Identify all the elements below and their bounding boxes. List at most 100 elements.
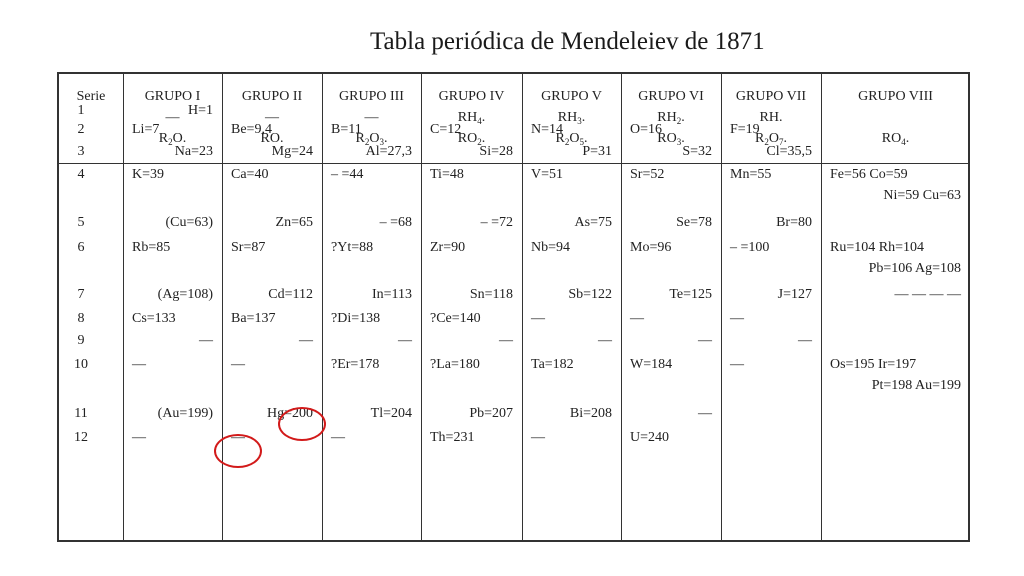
header-grupo-ii-line2: —	[265, 110, 279, 125]
element-cell: Ta=182	[531, 357, 574, 372]
element-cell: Sn=118	[469, 287, 513, 302]
serie-number: 6	[77, 240, 85, 255]
element-cell: (Ag=108)	[157, 287, 213, 302]
element-cell: —	[730, 311, 744, 326]
element-cell: Se=78	[676, 215, 712, 230]
element-cell: —	[331, 430, 345, 445]
header-grupo-iii-line3: R2O3.	[355, 131, 388, 147]
element-cell: —	[299, 333, 313, 348]
annotation-circle	[214, 434, 262, 468]
element-cell: —	[531, 311, 545, 326]
header-grupo-i-line1: GRUPO I	[144, 89, 201, 104]
element-cell: Sr=52	[630, 167, 665, 182]
element-cell: —	[132, 430, 146, 445]
element-cell: (Cu=63)	[165, 215, 213, 230]
header-grupo-ii: GRUPO II — RO.	[222, 74, 322, 163]
element-cell: Os=195 Ir=197	[830, 357, 917, 372]
element-cell: —	[598, 333, 612, 348]
element-cell: —	[698, 333, 712, 348]
element-cell: Fe=56 Co=59	[830, 167, 908, 182]
header-grupo-v-line2: RH3.	[557, 110, 586, 126]
element-cell: —	[531, 430, 545, 445]
column-divider	[621, 74, 622, 540]
element-cell: Mg=24	[271, 144, 313, 159]
serie-number: 10	[74, 357, 88, 372]
element-cell: P=31	[582, 144, 612, 159]
header-grupo-v-line3: R2O5.	[555, 131, 588, 147]
header-grupo-i-line3: R2O.	[158, 131, 187, 147]
header-grupo-ii-line3: RO.	[260, 131, 284, 146]
header-grupo-vi-line1: GRUPO VI	[638, 89, 704, 104]
element-cell: F=19	[730, 122, 760, 137]
serie-number: 7	[77, 287, 85, 302]
element-cell: Th=231	[430, 430, 475, 445]
column-divider	[421, 74, 422, 540]
element-cell: J=127	[777, 287, 812, 302]
element-cell: ?Yt=88	[331, 240, 374, 255]
element-cell: Sr=87	[231, 240, 266, 255]
element-cell: U=240	[630, 430, 670, 445]
element-cell: Ti=48	[430, 167, 464, 182]
header-separator	[59, 163, 968, 164]
element-cell: ?La=180	[430, 357, 480, 372]
header-grupo-viii-line1: GRUPO VIII	[858, 89, 933, 104]
header-grupo-iv-line3: RO2.	[457, 131, 486, 147]
serie-number: 8	[77, 311, 85, 326]
header-grupo-vii-line2: RH.	[759, 110, 783, 125]
page-title: Tabla periódica de Mendeleiev de 1871	[370, 28, 765, 55]
element-cell: Ca=40	[231, 167, 269, 182]
header-grupo-iii-line1: GRUPO III	[339, 89, 404, 104]
serie-number: 5	[77, 215, 85, 230]
element-cell: Al=27,3	[365, 144, 412, 159]
element-cell: Tl=204	[370, 406, 412, 421]
element-cell: C=12	[430, 122, 462, 137]
element-cell: Pb=106 Ag=108	[868, 261, 961, 276]
element-cell: H=1	[187, 103, 213, 118]
element-cell: —	[499, 333, 513, 348]
element-cell: Bi=208	[569, 406, 612, 421]
header-grupo-i-line2: —	[165, 110, 180, 125]
column-divider	[821, 74, 822, 540]
periodic-table: Serie GRUPO I — R2O. GRUPO II — RO. GRUPO III — R…	[57, 72, 970, 542]
element-cell: —	[798, 333, 812, 348]
element-cell: Li=7	[132, 122, 160, 137]
header-grupo-viii: GRUPO VIII RO4.	[821, 74, 970, 163]
header-grupo-iv-line1: GRUPO IV	[438, 89, 505, 104]
header-grupo-iv: GRUPO IV RH4. RO2.	[421, 74, 522, 163]
element-cell: Zn=65	[275, 215, 313, 230]
element-cell: Ba=137	[231, 311, 276, 326]
element-cell: Si=28	[479, 144, 513, 159]
header-grupo-v-line1: GRUPO V	[541, 89, 602, 104]
header-grupo-ii-line1: GRUPO II	[241, 89, 303, 104]
element-cell: V=51	[531, 167, 564, 182]
column-divider	[123, 74, 124, 540]
serie-number: 1	[77, 103, 85, 118]
header-grupo-v: GRUPO V RH3. R2O5.	[522, 74, 621, 163]
element-cell: As=75	[574, 215, 612, 230]
element-cell: Cd=112	[268, 287, 313, 302]
element-cell: Sb=122	[568, 287, 612, 302]
element-cell: —	[199, 333, 213, 348]
header-grupo-iv-line2: RH4.	[457, 110, 486, 126]
serie-number: 11	[74, 406, 88, 421]
annotation-circle	[278, 407, 326, 441]
serie-number: 12	[74, 430, 88, 445]
element-cell: Ru=104 Rh=104	[830, 240, 924, 255]
serie-number: 4	[77, 167, 85, 182]
header-grupo-vii-line1: GRUPO VII	[735, 89, 807, 104]
column-divider	[322, 74, 323, 540]
element-cell: (Au=199)	[157, 406, 213, 421]
header-grupo-i: GRUPO I — R2O.	[123, 74, 222, 163]
header-serie-line1: Serie	[76, 89, 106, 104]
header-grupo-vii-line3: R2O7.	[755, 131, 787, 147]
element-cell: O=16	[630, 122, 663, 137]
element-cell: B=11	[331, 122, 362, 137]
element-cell: W=184	[630, 357, 673, 372]
element-cell: In=113	[371, 287, 412, 302]
element-cell: – =68	[379, 215, 412, 230]
element-cell: Rb=85	[132, 240, 171, 255]
element-cell: —	[730, 357, 744, 372]
element-cell: —	[398, 333, 412, 348]
element-cell: Cs=133	[132, 311, 176, 326]
element-cell: Mo=96	[630, 240, 672, 255]
